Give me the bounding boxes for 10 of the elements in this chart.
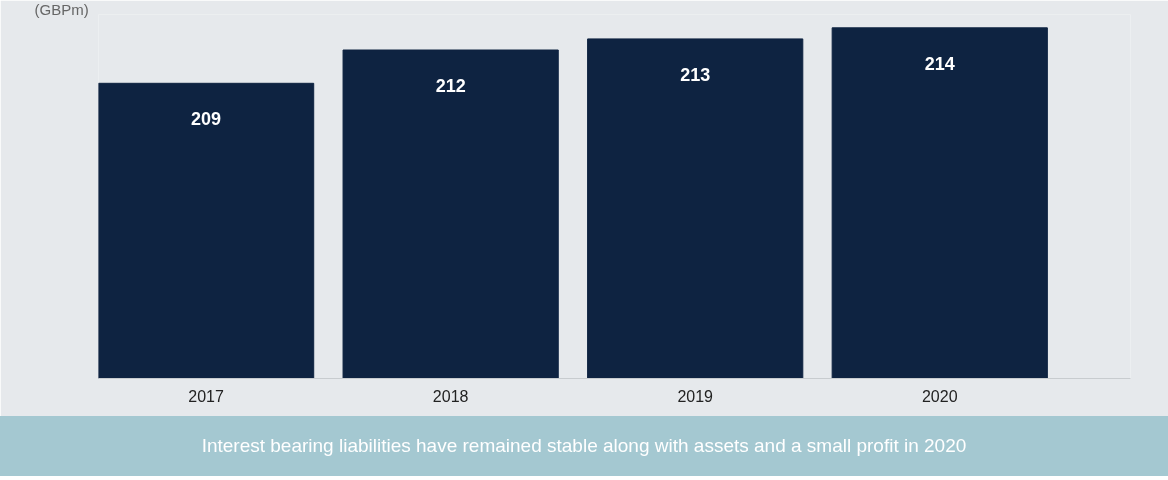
x-tick-label: 2019 xyxy=(677,387,714,405)
data-label: 214 xyxy=(924,53,955,74)
data-label: 209 xyxy=(191,109,222,130)
x-tick-label: 2017 xyxy=(188,387,224,405)
x-tick-label: 2018 xyxy=(432,387,469,405)
x-tick-label: 2020 xyxy=(921,387,958,405)
data-label: 213 xyxy=(680,64,711,85)
text: Interest bearing liabilities have remained stable along with assets and a small profit in 2020 xyxy=(201,434,967,458)
data-label: 212 xyxy=(435,76,466,97)
y-axis-title: (GBPm) xyxy=(34,0,89,18)
